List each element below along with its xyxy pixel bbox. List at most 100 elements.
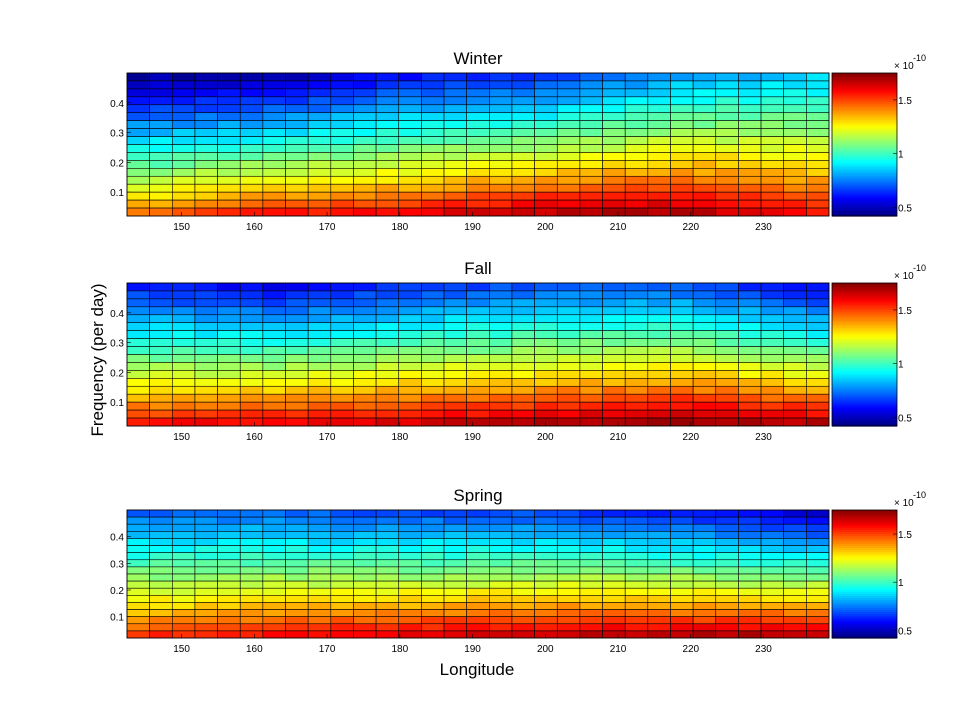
heatmap-cell xyxy=(171,80,196,90)
heatmap-cell xyxy=(353,595,377,603)
heatmap-cell xyxy=(738,370,762,379)
heatmap-cell xyxy=(171,144,196,153)
x-tick-label: 200 xyxy=(537,222,554,233)
heatmap-cell xyxy=(466,409,490,419)
heatmap-cell xyxy=(194,136,218,145)
heatmap-cell xyxy=(330,88,354,98)
heatmap-cell xyxy=(556,354,581,363)
heatmap-cell xyxy=(602,152,626,161)
heatmap-cell xyxy=(511,602,535,610)
colorbar-segment xyxy=(832,204,897,208)
heatmap-cell xyxy=(353,112,377,121)
heatmap-cell xyxy=(760,509,785,518)
heatmap-cell xyxy=(307,80,332,90)
heatmap-cell xyxy=(556,595,581,603)
heatmap-cell xyxy=(715,559,739,568)
heatmap-cell xyxy=(534,630,558,639)
heatmap-cell xyxy=(511,609,535,617)
heatmap-cell xyxy=(806,338,830,347)
heatmap-cell xyxy=(307,393,332,403)
heatmap-cell xyxy=(624,152,649,161)
heatmap-cell xyxy=(217,80,241,90)
heatmap-cell xyxy=(194,191,218,201)
heatmap-cell xyxy=(217,573,241,582)
heatmap-cell xyxy=(783,160,807,169)
heatmap-cell xyxy=(149,338,173,347)
heatmap-cell xyxy=(692,595,717,603)
heatmap-cell xyxy=(760,282,785,292)
heatmap-cell xyxy=(126,385,150,395)
heatmap-cell xyxy=(466,538,490,546)
heatmap-cell xyxy=(262,80,286,90)
heatmap-cell xyxy=(783,338,807,347)
heatmap-cell xyxy=(760,199,785,209)
heatmap-cell xyxy=(670,623,694,632)
heatmap-cell xyxy=(421,207,445,217)
colorbar-segment xyxy=(832,630,897,633)
heatmap-cell xyxy=(806,362,830,371)
heatmap-cell xyxy=(194,595,218,603)
heatmap-cell xyxy=(534,509,558,518)
heatmap-cell xyxy=(421,330,445,339)
heatmap-cell xyxy=(489,207,513,217)
heatmap-cell xyxy=(217,120,241,129)
heatmap-cell xyxy=(760,595,785,603)
heatmap-cell xyxy=(443,385,467,395)
heatmap-cell xyxy=(375,152,400,161)
heatmap-cell xyxy=(330,338,354,347)
heatmap-cell xyxy=(353,346,377,355)
heatmap-cell xyxy=(194,128,218,137)
heatmap-cell xyxy=(262,290,286,300)
heatmap-cell xyxy=(738,338,762,347)
heatmap-cell xyxy=(443,80,467,90)
heatmap-cell xyxy=(579,623,603,632)
heatmap-cell xyxy=(239,160,264,169)
colorbar-segment xyxy=(832,320,897,324)
colorbar-segment xyxy=(832,538,897,541)
heatmap-cell xyxy=(262,96,286,106)
heatmap-cell xyxy=(375,322,400,331)
heatmap-cell xyxy=(126,409,150,419)
colorbar-segment xyxy=(832,106,897,110)
heatmap-cell xyxy=(715,573,739,582)
heatmap-cell xyxy=(126,580,150,589)
colorbar-segment xyxy=(832,358,897,362)
colorbar-segment xyxy=(832,558,897,561)
heatmap-cell xyxy=(398,623,422,632)
heatmap-cell xyxy=(262,516,286,525)
heatmap-cell xyxy=(534,128,558,137)
x-tick-label: 170 xyxy=(319,644,336,655)
heatmap-cell xyxy=(262,509,286,518)
heatmap-cell xyxy=(171,516,196,525)
heatmap-cell xyxy=(647,72,671,82)
heatmap-cell xyxy=(398,144,422,153)
heatmap-cell xyxy=(511,523,535,532)
heatmap-cell xyxy=(353,290,377,300)
colorbar-segment xyxy=(832,596,897,599)
heatmap-cell xyxy=(670,306,694,316)
heatmap-cell xyxy=(556,616,581,625)
heatmap-cell xyxy=(602,401,626,411)
heatmap-cell xyxy=(489,354,513,363)
heatmap-cell xyxy=(239,545,264,553)
colorbar-segment xyxy=(832,140,897,143)
heatmap-cell xyxy=(806,580,830,589)
heatmap-cell xyxy=(692,602,717,610)
heatmap-cell xyxy=(353,96,377,106)
heatmap-cell xyxy=(149,120,173,129)
heatmap-cell xyxy=(692,175,717,185)
heatmap-cell xyxy=(624,516,649,525)
heatmap-cell xyxy=(239,290,264,300)
heatmap-cell xyxy=(194,580,218,589)
heatmap-cell xyxy=(602,559,626,568)
heatmap-cell xyxy=(624,531,649,539)
heatmap-cell xyxy=(760,531,785,539)
heatmap-cell xyxy=(421,346,445,355)
heatmap-cell xyxy=(511,80,535,90)
heatmap-cell xyxy=(149,370,173,379)
heatmap-cell xyxy=(783,290,807,300)
heatmap-cell xyxy=(579,409,603,419)
heatmap-cell xyxy=(262,338,286,347)
heatmap-cell xyxy=(421,616,445,625)
heatmap-cell xyxy=(149,545,173,553)
